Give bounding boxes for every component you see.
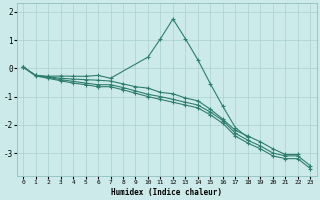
X-axis label: Humidex (Indice chaleur): Humidex (Indice chaleur) [111, 188, 222, 197]
